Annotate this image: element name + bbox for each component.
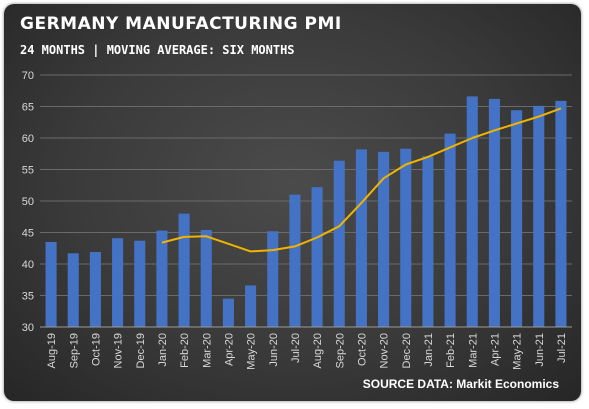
- bar: [222, 298, 234, 327]
- bar: [444, 133, 456, 327]
- x-tick-label: Jun-20: [268, 333, 280, 367]
- chart-card: GERMANY MANUFACTURING PMI 24 MONTHS | MO…: [4, 4, 581, 401]
- bar: [533, 105, 545, 328]
- x-tick-label: Jun-21: [534, 333, 546, 367]
- x-tick-label: Apr-21: [489, 333, 501, 366]
- x-tick-label: May-20: [246, 333, 258, 370]
- bar: [488, 98, 500, 327]
- bar: [156, 230, 168, 327]
- x-tick-label: Feb-20: [179, 333, 191, 368]
- bar: [45, 241, 57, 327]
- bar: [466, 96, 478, 327]
- x-tick-label: Aug-20: [312, 333, 324, 368]
- bar: [355, 149, 367, 327]
- bar: [267, 231, 279, 327]
- x-tick-label: Aug-19: [46, 333, 58, 368]
- x-tick-label: Mar-21: [467, 333, 479, 368]
- y-tick-label: 40: [22, 259, 34, 271]
- x-tick-label: Jan-20: [157, 333, 169, 367]
- chart-subtitle: 24 MONTHS | MOVING AVERAGE: SIX MONTHS: [20, 43, 295, 57]
- bar: [400, 148, 412, 327]
- x-tick-label: Mar-20: [201, 333, 213, 368]
- bar: [245, 285, 257, 327]
- x-tick-label: Nov-20: [379, 333, 391, 368]
- bar: [134, 240, 146, 327]
- x-tick-label: Sep-20: [334, 333, 346, 368]
- x-tick-label: Oct-20: [356, 333, 368, 366]
- bar: [178, 213, 190, 327]
- x-tick-label: Jul-20: [290, 333, 302, 363]
- x-tick-label: Oct-19: [90, 333, 102, 366]
- bar: [555, 100, 567, 327]
- x-tick-label: May-21: [512, 333, 524, 370]
- y-tick-label: 70: [22, 70, 34, 82]
- bar: [200, 229, 212, 327]
- bar: [67, 253, 79, 327]
- chart-plot: 30 35 40 45 50 55 60 65 70 Aug-19 Sep-19 Oct-19 Nov-…: [22, 70, 572, 370]
- source-note: SOURCE DATA: Markit Economics: [362, 377, 559, 391]
- x-tick-label: Jan-21: [423, 333, 435, 367]
- x-tick-label: Dec-19: [135, 333, 147, 368]
- x-tick-label: Apr-20: [223, 333, 235, 366]
- bar: [112, 238, 124, 327]
- bar: [422, 156, 434, 327]
- y-tick-label: 30: [22, 322, 34, 334]
- y-tick-label: 50: [22, 196, 34, 208]
- x-tick-label: Dec-20: [401, 333, 413, 368]
- x-tick-label: Jul-21: [556, 333, 568, 363]
- bar: [311, 187, 323, 327]
- y-tick-label: 55: [22, 165, 34, 177]
- bar: [89, 252, 101, 327]
- bar: [511, 110, 523, 327]
- x-tick-label: Nov-19: [113, 333, 125, 368]
- y-tick-label: 65: [22, 102, 34, 114]
- y-tick-label: 35: [22, 291, 34, 303]
- y-tick-label: 60: [22, 133, 34, 145]
- bar: [333, 160, 345, 327]
- x-tick-label: Feb-21: [445, 333, 457, 368]
- chart-title: GERMANY MANUFACTURING PMI: [20, 14, 342, 34]
- bar: [289, 194, 301, 327]
- x-tick-label: Sep-19: [68, 333, 80, 368]
- bar: [378, 151, 390, 327]
- y-tick-label: 45: [22, 228, 34, 240]
- moving-average-line: [161, 107, 562, 253]
